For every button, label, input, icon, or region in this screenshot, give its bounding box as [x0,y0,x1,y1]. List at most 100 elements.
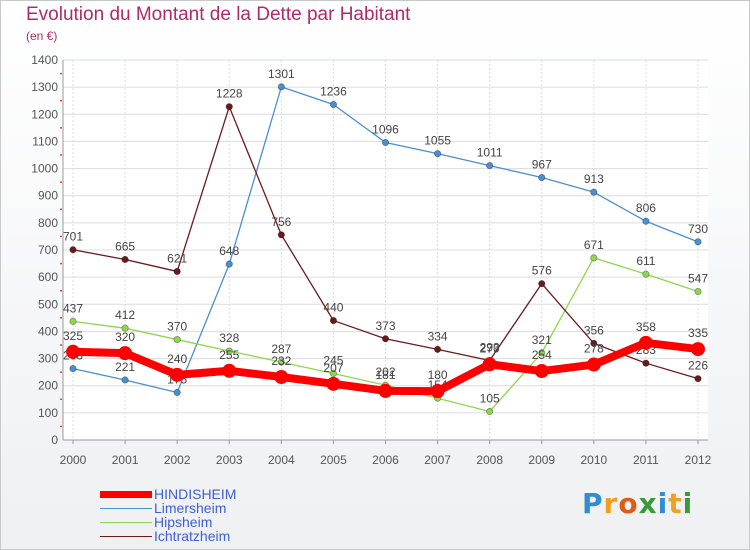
data-point-limersheim [486,161,494,170]
legend-label: Hipsheim [154,514,213,530]
data-point-ichtratzheim [694,375,702,383]
legend-swatch [100,491,152,498]
y-tick-label: 1100 [32,134,58,148]
data-point-hindisheim [691,342,705,357]
data-label-hindisheim: 358 [636,320,656,334]
data-point-hipsheim [538,349,546,357]
y-tick-label: 400 [38,324,58,338]
data-label-hindisheim: 320 [115,330,135,344]
data-point-limersheim [381,138,390,147]
x-tick-label: 2005 [320,453,347,467]
data-point-hipsheim [225,347,233,355]
data-point-hipsheim [277,358,285,366]
data-point-ichtratzheim [277,231,285,239]
y-tick-label: 600 [38,270,58,284]
data-label-ichtratzheim: 621 [167,251,187,265]
data-point-hipsheim [329,369,338,378]
data-label-hindisheim: 180 [428,368,448,382]
legend-item-hipsheim[interactable]: Hipsheim [100,514,300,530]
data-point-hindisheim [274,370,289,385]
data-label-ichtratzheim: 356 [584,323,604,337]
legend-item-limersheim[interactable]: Limersheim [100,500,300,516]
data-point-hindisheim [66,344,80,359]
data-point-ichtratzheim [590,339,598,347]
data-point-hipsheim [694,287,702,296]
data-label-limersheim: 1055 [424,134,451,148]
data-label-ichtratzheim: 1228 [216,87,243,101]
data-label-hipsheim: 671 [584,238,604,252]
y-tick-label: 1400 [31,53,58,67]
data-point-limersheim [225,260,233,268]
data-label-limersheim: 1096 [372,123,399,137]
data-label-ichtratzheim: 226 [688,359,708,373]
data-point-ichtratzheim [381,335,390,343]
data-label-ichtratzheim: 576 [532,264,552,278]
legend-label: Ichtratzheim [154,528,231,544]
data-point-ichtratzheim [538,280,546,288]
legend-item-ichtratzheim[interactable]: Ichtratzheim [100,528,300,544]
data-label-hindisheim: 278 [584,342,604,356]
y-tick-label: 1000 [31,162,58,176]
data-label-limersheim: 648 [219,244,239,258]
data-label-ichtratzheim: 756 [271,215,291,229]
data-label-hindisheim: 240 [167,352,187,366]
x-tick-label: 2009 [528,453,555,467]
y-tick-label: 0 [51,433,58,447]
legend-swatch [100,508,152,509]
data-point-ichtratzheim [173,267,181,276]
y-tick-label: 200 [38,379,58,393]
chart-title: Evolution du Montant de la Dette par Hab… [26,4,411,25]
data-label-ichtratzheim: 701 [63,230,83,244]
data-point-hindisheim [170,367,185,382]
data-label-hindisheim: 207 [323,361,343,375]
data-label-limersheim: 913 [584,172,604,186]
data-label-hipsheim: 328 [219,331,239,345]
chart-subtitle: (en €) [26,29,58,43]
legend-item-hindisheim[interactable]: HINDISHEIM [100,486,300,502]
data-point-hindisheim [534,364,549,379]
data-label-hindisheim: 181 [375,368,395,382]
logo-letter: P [582,487,604,520]
data-point-limersheim [590,188,598,196]
data-label-ichtratzheim: 440 [323,301,343,315]
data-point-ichtratzheim [642,359,650,367]
data-label-hipsheim: 105 [480,392,500,406]
data-point-hipsheim [486,407,494,416]
data-point-hipsheim [69,317,77,325]
data-point-limersheim [642,217,650,225]
data-label-hindisheim: 255 [219,348,239,362]
proxiti-logo[interactable]: Proxiti [582,487,693,520]
y-tick-label: 1200 [31,107,58,121]
data-point-limersheim [69,365,77,373]
legend-swatch [100,522,152,523]
data-label-limersheim: 730 [688,222,708,236]
data-label-limersheim: 806 [636,201,656,215]
data-label-hindisheim: 335 [688,326,708,340]
data-label-hindisheim: 325 [63,329,83,343]
x-tick-label: 2003 [216,453,243,467]
data-label-ichtratzheim: 293 [480,340,500,354]
data-point-hindisheim [638,335,653,350]
data-label-limersheim: 1236 [320,85,347,99]
data-label-hipsheim: 611 [636,254,655,268]
data-point-ichtratzheim [433,345,442,353]
y-tick-label: 500 [38,297,58,311]
data-point-limersheim [433,150,442,158]
logo-letter: x [638,487,658,520]
data-point-limersheim [121,376,129,384]
x-tick-label: 2000 [60,453,87,467]
data-label-hipsheim: 245 [323,354,343,368]
x-tick-label: 2012 [685,453,712,467]
x-tick-label: 2010 [580,453,607,467]
x-tick-label: 2007 [424,453,451,467]
x-tick-label: 2008 [476,453,503,467]
data-label-limersheim: 967 [532,158,552,172]
logo-letter: o [618,487,639,520]
data-point-hindisheim [118,346,133,361]
logo-letter: r [603,487,619,520]
data-label-limersheim: 1301 [268,67,295,81]
data-point-ichtratzheim [69,246,77,254]
data-label-hipsheim: 321 [532,333,552,347]
data-label-ichtratzheim: 334 [428,329,448,343]
logo-letter: i [657,487,669,520]
